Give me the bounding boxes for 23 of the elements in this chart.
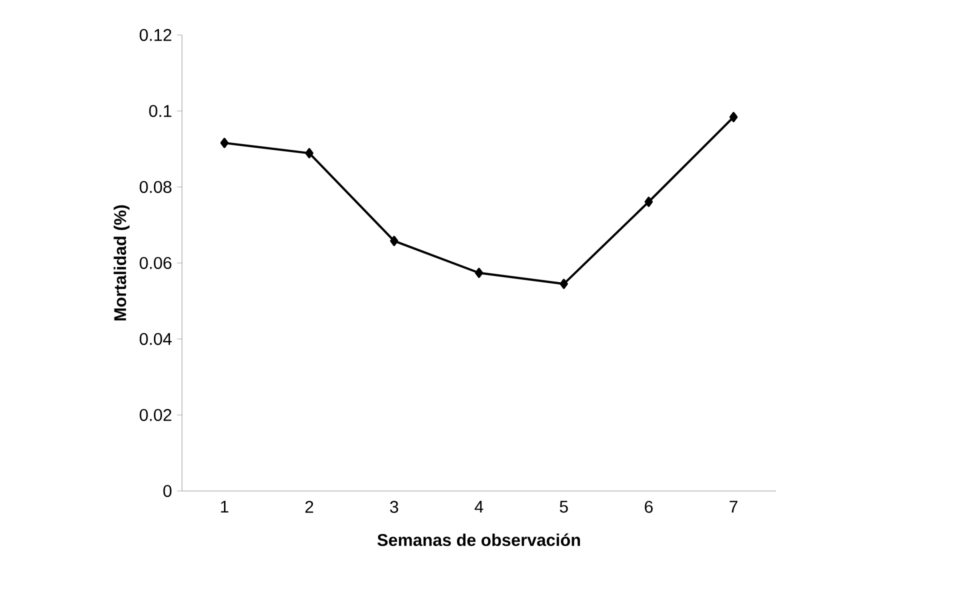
y-axis-title: Mortalidad (%) bbox=[114, 205, 130, 320]
point bbox=[220, 138, 229, 148]
point bbox=[644, 196, 653, 207]
point bbox=[729, 112, 738, 122]
x-tick-label: 5 bbox=[560, 500, 568, 513]
x-tick-label: 7 bbox=[730, 500, 738, 513]
y-tick-label: 0.08 bbox=[140, 180, 172, 194]
point bbox=[560, 278, 568, 289]
y-tick-label: 0.06 bbox=[140, 256, 172, 270]
x-tick-label: 6 bbox=[644, 500, 653, 513]
point bbox=[305, 148, 314, 158]
y-tick-label: 0 bbox=[163, 484, 172, 498]
x-tick-label: 1 bbox=[221, 500, 228, 513]
x-axis-title: Semanas de observación bbox=[377, 533, 580, 546]
x-tick-label: 3 bbox=[390, 500, 398, 513]
point bbox=[390, 236, 398, 246]
y-tick-label: 0.1 bbox=[149, 104, 172, 118]
point bbox=[474, 268, 484, 278]
x-tick-label: 2 bbox=[305, 500, 314, 513]
y-tick-label: 0.02 bbox=[140, 408, 172, 422]
y-tick-label: 0.12 bbox=[140, 28, 172, 42]
y-tick-label: 0.04 bbox=[140, 332, 172, 346]
x-tick-label: 4 bbox=[474, 500, 484, 513]
